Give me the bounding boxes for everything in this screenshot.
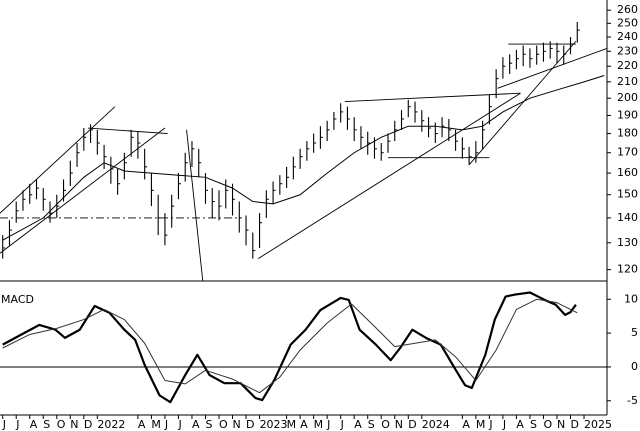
x-tick-label: S [530,418,537,431]
x-tick-label: M [151,418,161,431]
x-tick-label: O [57,418,66,431]
trend-line [0,106,116,214]
x-tick-label: O [543,418,552,431]
y-tick-label: 250 [617,16,638,29]
x-tick-label: J [15,418,19,431]
trend-line [0,127,166,254]
trend-line [497,47,607,89]
x-tick-label: M [287,418,297,431]
y-tick-label: 230 [617,44,638,57]
x-tick-label: D [84,418,92,431]
y-tick-label: 220 [617,59,638,72]
x-tick-label: S [368,418,375,431]
x-tick-label: N [557,418,565,431]
x-tick-label: O [381,418,390,431]
moving-average [2,75,605,241]
y-tick-label: 0 [631,360,638,373]
y-tick-label: 190 [617,108,638,121]
x-tick-label: A [516,418,524,431]
y-tick-label: 260 [617,3,638,16]
x-tick-label: O [219,418,228,431]
macd-line [2,298,578,394]
x-tick-label: A [300,418,308,431]
y-tick-label: 10 [624,292,638,305]
x-tick-label: J [340,418,344,431]
trend-line [186,129,204,281]
y-tick-label: 160 [617,166,638,179]
x-tick-label: 2023 [260,418,288,431]
x-tick-label: A [192,418,200,431]
y-tick-label: -5 [627,394,638,407]
x-tick-label: M [314,418,324,431]
y-tick-label: 150 [617,188,638,201]
x-tick-label: J [2,418,6,431]
macd-panel [0,291,607,404]
x-tick-label: N [233,418,241,431]
x-tick-label: D [246,418,254,431]
trend-line [468,40,577,166]
x-tick-label: 2022 [97,418,125,431]
x-tick-label: J [326,418,330,431]
price-panel [0,21,607,281]
x-tick-label: 2025 [584,418,612,431]
x-tick-label: S [205,418,212,431]
trend-line [87,127,168,135]
y-tick-label: 120 [617,263,638,276]
x-tick-label: N [395,418,403,431]
x-tick-label: J [177,418,181,431]
macd-label: MACD [1,293,34,306]
y-tick-label: 200 [617,91,638,104]
x-tick-label: D [408,418,416,431]
x-tick-label: A [354,418,362,431]
x-tick-label: A [138,418,146,431]
y-tick-label: 130 [617,236,638,249]
macd-line [2,291,577,404]
x-tick-label: 2024 [422,418,450,431]
x-tick-label: A [462,418,470,431]
x-tick-label: J [164,418,168,431]
x-tick-label: D [570,418,578,431]
y-tick-label: 210 [617,75,638,88]
x-tick-label: J [488,418,492,431]
trend-line [257,92,521,260]
x-tick-label: S [43,418,50,431]
y-tick-label: 170 [617,146,638,159]
x-tick-label: A [30,418,38,431]
trend-line [344,92,521,103]
x-tick-label: N [70,418,78,431]
x-tick-label: J [502,418,506,431]
x-tick-label: M [476,418,486,431]
y-tick-label: 180 [617,127,638,140]
y-tick-label: 240 [617,30,638,43]
y-tick-label: 140 [617,211,638,224]
y-tick-label: 5 [631,326,638,339]
